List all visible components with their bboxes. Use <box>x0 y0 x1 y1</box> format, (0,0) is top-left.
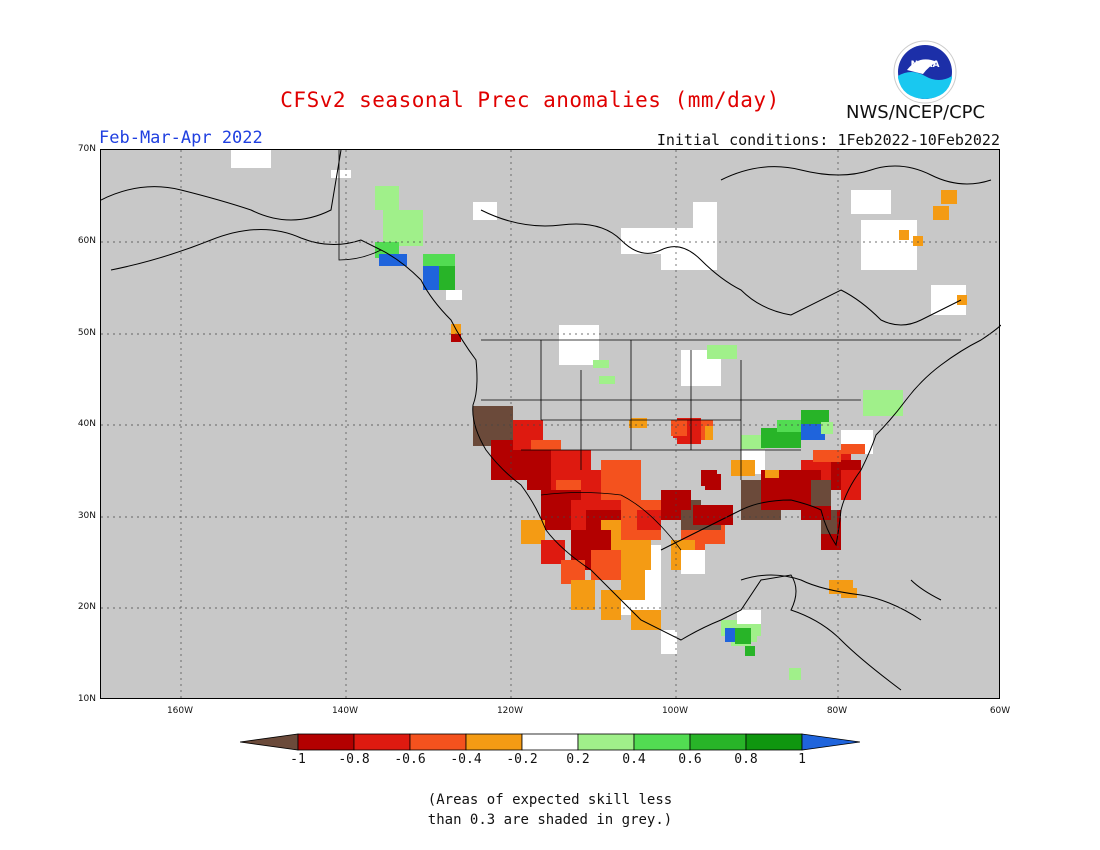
coastlines <box>101 150 1001 691</box>
lon-label: 100W <box>661 706 689 716</box>
colorbar-tick: 1 <box>798 752 806 767</box>
colorbar-swatch <box>465 733 523 751</box>
colorbar-swatch <box>297 733 355 751</box>
lat-label: 60N <box>77 236 96 246</box>
colorbar-tick: -0.8 <box>338 752 370 767</box>
colorbar-swatch <box>521 733 579 751</box>
colorbar-swatch <box>801 733 860 751</box>
map-title: CFSv2 seasonal Prec anomalies (mm/day) <box>280 88 780 112</box>
lon-label: 60W <box>989 706 1011 716</box>
anomaly-map <box>100 149 1001 700</box>
lat-label: 30N <box>77 511 96 521</box>
colorbar-tick: 0.8 <box>734 752 758 767</box>
initial-conditions: Initial conditions: 1Feb2022-10Feb2022 <box>656 131 1000 149</box>
colorbar-swatch <box>240 733 299 751</box>
noaa-logo: NOAA <box>893 40 957 104</box>
colorbar-tick: 0.4 <box>622 752 646 767</box>
lon-label: 160W <box>166 706 194 716</box>
political-borders <box>338 150 961 551</box>
agency-label: NWS/NCEP/CPC <box>846 102 986 123</box>
anomaly-cells <box>231 150 967 680</box>
lat-label: 70N <box>77 144 96 154</box>
colorbar-swatch <box>409 733 467 751</box>
colorbar-tick: -1 <box>290 752 306 767</box>
skill-note-line2: than 0.3 are shaded in grey.) <box>427 812 673 828</box>
lon-label: 120W <box>496 706 524 716</box>
lat-label: 10N <box>77 694 96 704</box>
graticule <box>101 150 1001 700</box>
lat-label: 50N <box>77 328 96 338</box>
colorbar-swatch <box>353 733 411 751</box>
colorbar-tick: -0.6 <box>394 752 426 767</box>
colorbar-tick: -0.4 <box>450 752 482 767</box>
colorbar <box>240 733 860 751</box>
colorbar-tick: 0.6 <box>678 752 702 767</box>
colorbar-tick: 0.2 <box>566 752 590 767</box>
lat-label: 20N <box>77 602 96 612</box>
colorbar-swatch <box>689 733 747 751</box>
lon-label: 80W <box>826 706 848 716</box>
skill-note-line1: (Areas of expected skill less <box>427 792 673 808</box>
lon-label: 140W <box>331 706 359 716</box>
colorbar-swatch <box>745 733 803 751</box>
forecast-period: Feb-Mar-Apr 2022 <box>99 128 263 148</box>
colorbar-swatch <box>577 733 635 751</box>
map-svg <box>101 150 1001 700</box>
lat-label: 40N <box>77 419 96 429</box>
colorbar-tick: -0.2 <box>506 752 538 767</box>
noaa-logo-text: NOAA <box>911 60 940 70</box>
colorbar-swatch <box>633 733 691 751</box>
